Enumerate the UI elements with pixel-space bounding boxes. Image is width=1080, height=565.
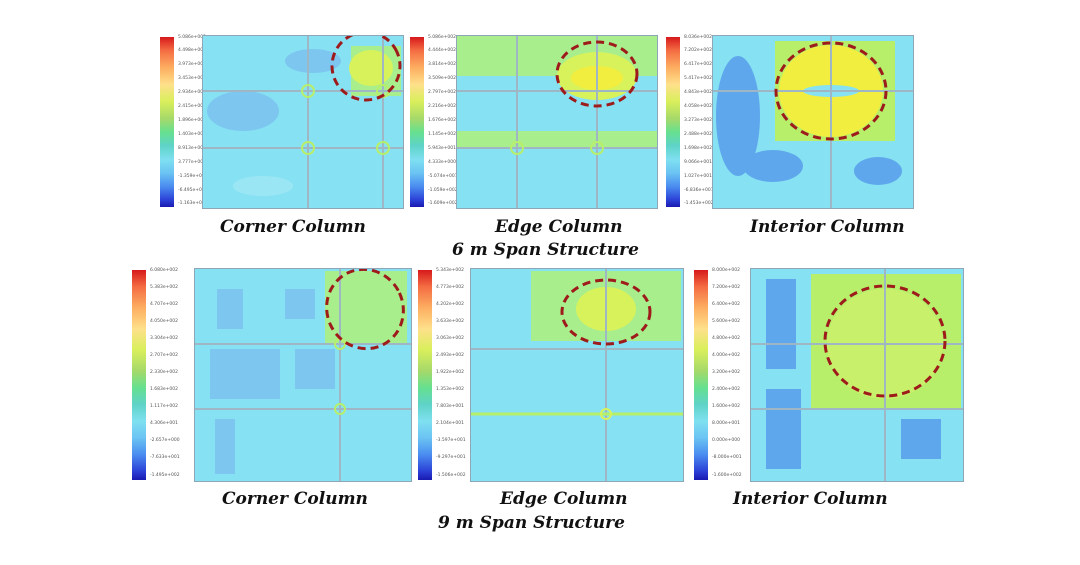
stress-contour-plot (470, 268, 684, 482)
colorbar (666, 37, 680, 207)
colorbar (418, 270, 432, 480)
caption-9m-interior: Interior Column (733, 489, 888, 509)
panel-9m-interior: 8.000e+002 7.200e+002 6.400e+002 5.600e+… (694, 268, 966, 483)
panel-9m-edge: 5.343e+002 4.773e+002 4.202e+002 3.633e+… (418, 268, 686, 483)
colorbar (160, 37, 174, 207)
stress-contour-plot (202, 35, 404, 209)
highlight-ellipse (560, 278, 652, 346)
panel-6m-interior: 8.036e+002 7.202e+002 6.417e+002 5.417e+… (666, 35, 916, 210)
colorbar-ticks: 8.036e+002 7.202e+002 6.417e+002 5.417e+… (684, 35, 714, 206)
stress-contour-plot (750, 268, 964, 482)
colorbar-ticks: 5.086e+002 4.444e+002 3.814e+002 3.509e+… (428, 35, 458, 206)
row-title-9m: 9 m Span Structure (438, 513, 625, 533)
stress-contour-plot (194, 268, 412, 482)
panel-9m-corner: 6.080e+002 5.383e+002 4.707e+002 4.050e+… (132, 268, 414, 483)
caption-9m-edge: Edge Column (500, 489, 628, 509)
stress-contour-plot (456, 35, 658, 209)
row-title-6m: 6 m Span Structure (452, 240, 639, 260)
colorbar (132, 270, 146, 480)
panel-6m-corner: 5.086e+002 4.498e+002 3.973e+002 3.453e+… (160, 35, 405, 210)
colorbar-ticks: 8.000e+002 7.200e+002 6.400e+002 5.600e+… (712, 268, 742, 478)
highlight-ellipse (325, 269, 405, 351)
colorbar (694, 270, 708, 480)
highlight-ellipse (555, 40, 639, 108)
colorbar-ticks: 5.086e+002 4.498e+002 3.973e+002 3.453e+… (178, 35, 208, 206)
caption-9m-corner: Corner Column (222, 489, 368, 509)
panel-6m-edge: 5.086e+002 4.444e+002 3.814e+002 3.509e+… (410, 35, 660, 210)
highlight-ellipse (330, 36, 402, 102)
caption-6m-edge: Edge Column (495, 217, 623, 237)
stress-contour-plot (712, 35, 914, 209)
highlight-ellipse (823, 284, 947, 398)
colorbar-ticks: 5.343e+002 4.773e+002 4.202e+002 3.633e+… (436, 268, 466, 478)
highlight-ellipse (774, 41, 888, 141)
colorbar-ticks: 6.080e+002 5.383e+002 4.707e+002 4.050e+… (150, 268, 180, 478)
colorbar (410, 37, 424, 207)
caption-6m-interior: Interior Column (750, 217, 905, 237)
caption-6m-corner: Corner Column (220, 217, 366, 237)
